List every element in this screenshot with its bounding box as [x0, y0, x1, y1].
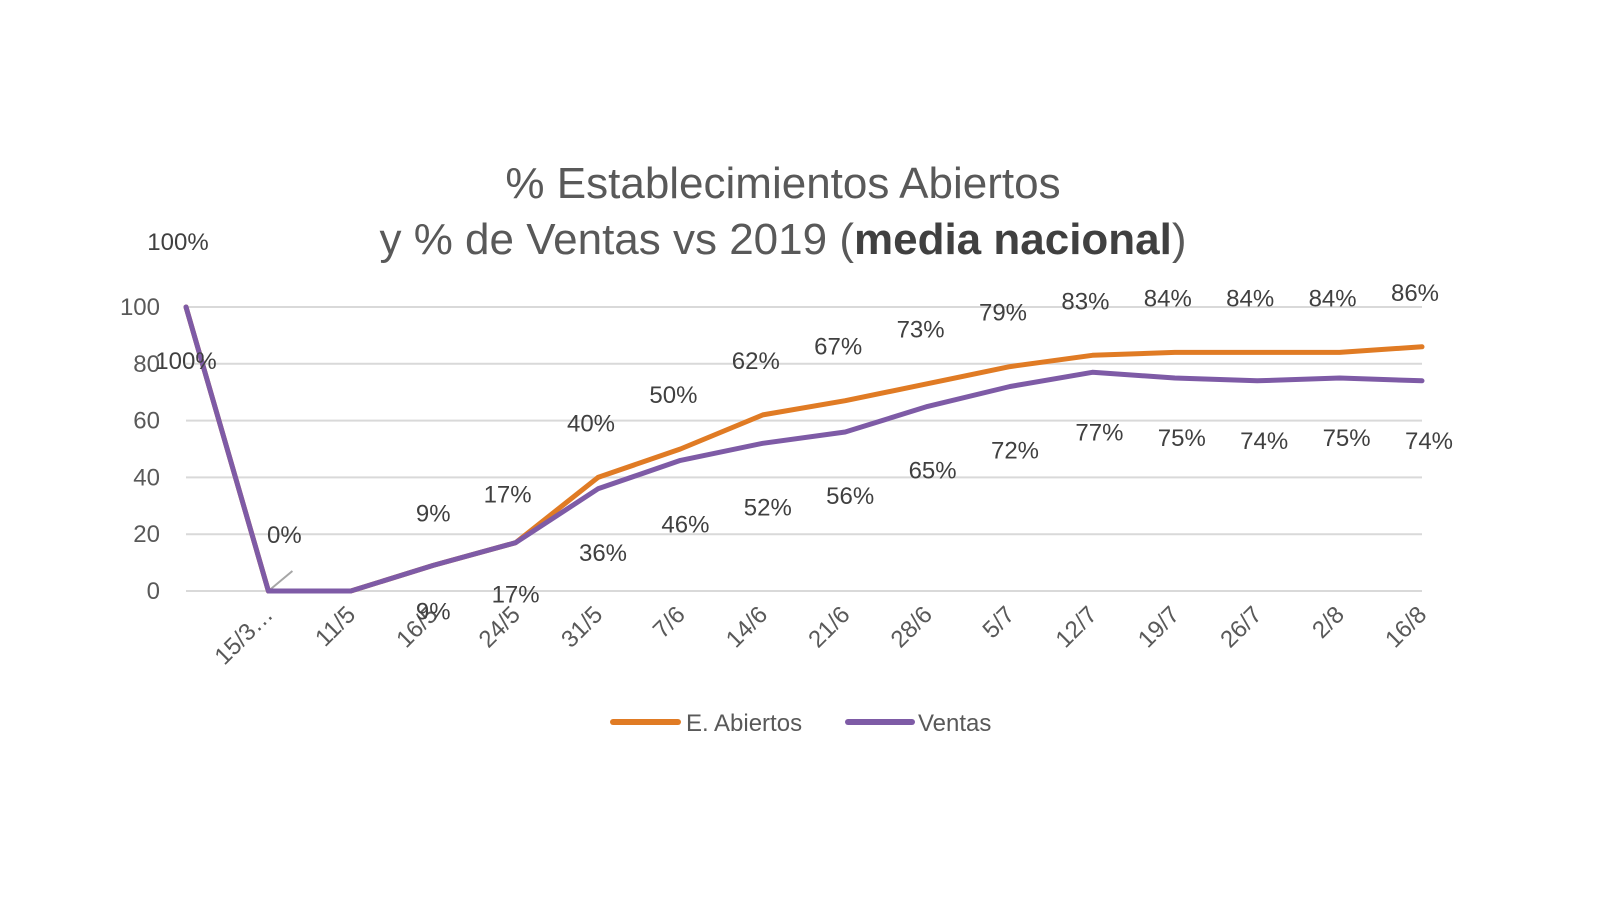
chart-subtitle-bold: media nacional	[854, 215, 1172, 264]
data-label-ventas: 100%	[155, 348, 216, 375]
data-label-ventas: 72%	[991, 438, 1039, 465]
data-label-e-abiertos: 86%	[1391, 280, 1439, 307]
x-tick-label: 12/7	[1051, 601, 1103, 653]
y-tick-label: 20	[133, 521, 160, 548]
chart-subtitle-suffix: )	[1172, 215, 1187, 264]
data-label-ventas: 74%	[1405, 428, 1453, 455]
data-label-ventas: 75%	[1323, 425, 1371, 452]
x-tick-label: 19/7	[1133, 601, 1185, 653]
data-label-e-abiertos: 17%	[484, 482, 532, 509]
data-label-ventas: 75%	[1158, 425, 1206, 452]
y-tick-label: 100	[120, 294, 160, 321]
x-tick-label: 28/6	[886, 601, 938, 653]
chart-title-line2: y % de Ventas vs 2019 (media nacional)	[379, 215, 1186, 264]
y-tick-label: 40	[133, 464, 160, 491]
data-label-e-abiertos: 73%	[897, 317, 945, 344]
legend-label: Ventas	[918, 710, 991, 737]
gridlines	[186, 306, 1422, 592]
data-label-ventas: 56%	[826, 483, 874, 510]
data-label-e-abiertos: 84%	[1226, 285, 1274, 312]
legend-item-e-abiertos: E. Abiertos	[610, 710, 802, 737]
data-label-e-abiertos: 50%	[649, 382, 697, 409]
data-label-ventas: 52%	[744, 494, 792, 521]
series-line-e-abiertos	[183, 304, 1425, 594]
data-label-ventas: 74%	[1240, 428, 1288, 455]
leader-line	[267, 570, 294, 592]
series-lines	[183, 304, 1425, 594]
data-label-ventas: 17%	[492, 582, 540, 609]
data-label-ventas: 9%	[416, 598, 451, 625]
data-label-e-abiertos: 67%	[814, 334, 862, 361]
x-tick-label: 7/6	[648, 601, 691, 644]
data-label-e-abiertos: 62%	[732, 348, 780, 375]
x-tick-label: 31/5	[556, 601, 608, 653]
legend-label: E. Abiertos	[686, 710, 802, 737]
data-label-e-abiertos: 79%	[979, 300, 1027, 327]
x-tick-label: 14/6	[721, 601, 773, 653]
x-tick-label: 16/8	[1380, 601, 1432, 653]
data-label-e-abiertos: 84%	[1309, 285, 1357, 312]
x-tick-label: 11/5	[310, 601, 361, 652]
x-tick-label: 21/6	[803, 601, 855, 653]
x-tick-label: 15/3…	[210, 601, 279, 670]
y-tick-label: 80	[133, 351, 160, 378]
data-label-ventas: 77%	[1075, 419, 1123, 446]
x-tick-label: 24/5	[474, 601, 526, 653]
y-tick-label: 0	[147, 578, 160, 605]
data-label-e-abiertos: 40%	[567, 410, 615, 437]
chart-title-line1: % Establecimientos Abiertos	[505, 159, 1060, 208]
data-label-ventas: 65%	[909, 457, 957, 484]
data-label-e-abiertos: 9%	[416, 500, 451, 527]
data-label-ventas: 36%	[579, 540, 627, 567]
data-label-e-abiertos: 83%	[1061, 288, 1109, 315]
legend-item-ventas: Ventas	[845, 710, 991, 737]
x-tick-label: 5/7	[978, 601, 1021, 644]
x-axis-ticks: 15/3… 11/5 16/5 24/5 31/5 7/6 14/6 21/6 28/6 5/7 1…	[210, 601, 1433, 670]
data-label-e-abiertos: 84%	[1144, 285, 1192, 312]
series-line-ventas	[183, 304, 1425, 594]
x-tick-label: 26/7	[1215, 601, 1267, 653]
data-label-ventas: 46%	[661, 511, 709, 538]
chart-subtitle-prefix: y % de Ventas vs 2019 (	[379, 215, 854, 264]
data-label-e-abiertos: 0%	[267, 522, 302, 549]
chart-title: % Establecimientos Abiertos y % de Venta…	[379, 159, 1186, 264]
data-labels: 100% 0% 9% 17% 40% 50% 62% 67% 73% 79% 83% 84% 84% 84…	[147, 229, 1453, 625]
x-tick-label: 2/8	[1307, 601, 1350, 644]
y-axis-ticks: 0 20 40 60 80 100	[120, 294, 160, 605]
legend: E. Abiertos Ventas	[610, 710, 991, 737]
data-label-e-abiertos: 100%	[147, 229, 208, 256]
y-tick-label: 60	[133, 408, 160, 435]
